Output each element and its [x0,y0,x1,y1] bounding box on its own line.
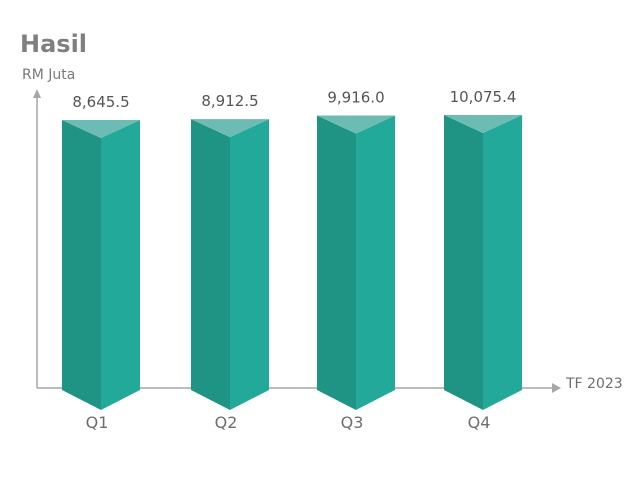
data-label-q4: 10,075.4 [450,88,517,106]
bar-q4-top-face [444,115,522,133]
bar-q1-left-face [62,120,101,410]
x-tick-label-q1: Q1 [86,413,109,432]
x-axis-label: TF 2023 [566,376,623,392]
bar-q3-right-face [356,115,395,411]
x-tick-label-q4: Q4 [468,413,491,432]
bar-q2-right-face [230,119,269,410]
data-label-q3: 9,916.0 [327,89,384,107]
data-label-q1: 8,645.5 [72,93,129,111]
chart-title: Hasil [20,30,88,58]
y-axis-label: RM Juta [22,67,76,83]
bar-q2-left-face [191,119,230,410]
data-label-q2: 8,912.5 [201,92,258,110]
bar-q1-right-face [101,120,140,410]
bar-q2-top-face [191,119,269,138]
x-tick-label-q2: Q2 [215,413,238,432]
bar-q3-left-face [317,115,356,411]
bars-group: 8,645.5 Q1 8,912.5 Q2 9,916.0 Q3 10,075.4 Q4 [62,88,522,432]
bar-q1-top-face [62,120,140,138]
bar-q4-right-face [483,115,522,410]
x-axis-arrow [552,383,561,393]
y-axis-arrow [33,89,41,98]
bar-q3-top-face [317,115,395,134]
x-tick-label-q3: Q3 [341,413,364,432]
bar-q4-left-face [444,115,483,410]
